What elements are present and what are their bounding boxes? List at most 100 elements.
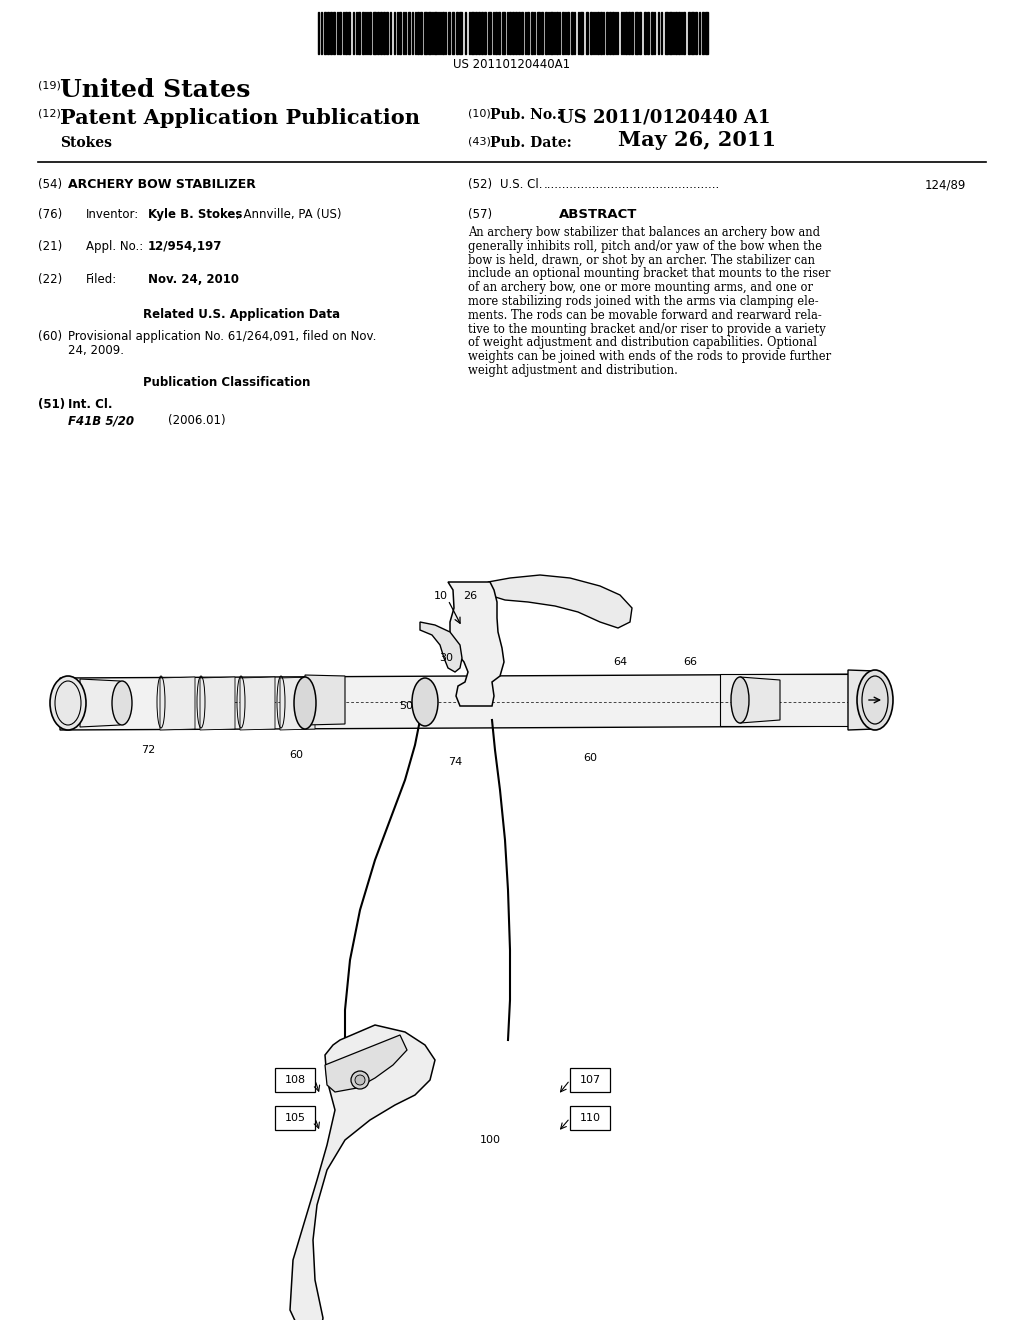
Bar xyxy=(432,12,433,54)
Bar xyxy=(333,12,335,54)
Bar xyxy=(424,12,427,54)
Bar xyxy=(518,12,520,54)
Bar xyxy=(688,12,690,54)
Bar xyxy=(343,12,344,54)
Text: (10): (10) xyxy=(468,108,490,117)
Bar xyxy=(679,12,680,54)
Bar xyxy=(567,12,568,54)
Bar xyxy=(324,12,326,54)
Polygon shape xyxy=(240,677,275,730)
Bar xyxy=(484,12,486,54)
Text: Inventor:: Inventor: xyxy=(86,209,139,220)
Bar xyxy=(438,12,439,54)
Text: Stokes: Stokes xyxy=(60,136,112,150)
Polygon shape xyxy=(720,675,850,726)
Bar xyxy=(597,12,599,54)
Text: Related U.S. Application Data: Related U.S. Application Data xyxy=(143,308,340,321)
Bar xyxy=(412,12,414,54)
Polygon shape xyxy=(305,675,345,725)
Bar xyxy=(442,12,443,54)
Text: 72: 72 xyxy=(141,744,155,755)
Bar xyxy=(614,12,615,54)
Bar xyxy=(480,12,483,54)
Bar xyxy=(658,12,659,54)
Bar xyxy=(605,12,607,54)
Text: US 20110120440A1: US 20110120440A1 xyxy=(454,58,570,71)
Bar xyxy=(644,12,646,54)
Text: of weight adjustment and distribution capabilities. Optional: of weight adjustment and distribution ca… xyxy=(468,337,817,350)
Bar xyxy=(651,12,653,54)
Bar xyxy=(681,12,682,54)
Bar xyxy=(673,12,675,54)
Bar xyxy=(355,12,357,54)
Bar xyxy=(691,12,693,54)
Bar xyxy=(390,12,391,54)
Text: ABSTRACT: ABSTRACT xyxy=(559,209,637,220)
Bar xyxy=(608,12,611,54)
Bar xyxy=(386,12,388,54)
Bar xyxy=(417,12,419,54)
Text: (22): (22) xyxy=(38,273,62,286)
Bar xyxy=(570,1068,610,1092)
Polygon shape xyxy=(60,675,880,730)
Bar xyxy=(502,12,505,54)
Text: 105: 105 xyxy=(285,1113,305,1123)
Bar xyxy=(415,12,416,54)
Bar xyxy=(591,12,592,54)
Text: Pub. Date:: Pub. Date: xyxy=(490,136,571,150)
Ellipse shape xyxy=(412,678,438,726)
Bar xyxy=(345,12,347,54)
Bar xyxy=(393,12,395,54)
Bar xyxy=(488,12,490,54)
Bar xyxy=(495,12,497,54)
Bar xyxy=(665,12,668,54)
Circle shape xyxy=(351,1071,369,1089)
Bar xyxy=(377,12,379,54)
Bar xyxy=(337,12,338,54)
Bar xyxy=(498,12,500,54)
Polygon shape xyxy=(488,576,632,628)
Text: Int. Cl.: Int. Cl. xyxy=(68,399,113,411)
Bar xyxy=(639,12,641,54)
Text: , Annville, PA (US): , Annville, PA (US) xyxy=(236,209,341,220)
Text: Patent Application Publication: Patent Application Publication xyxy=(60,108,420,128)
Bar xyxy=(478,12,479,54)
Bar xyxy=(593,12,594,54)
Text: bow is held, drawn, or shot by an archer. The stabilizer can: bow is held, drawn, or shot by an archer… xyxy=(468,253,815,267)
Polygon shape xyxy=(290,1026,435,1320)
Text: 26: 26 xyxy=(463,591,477,601)
Bar xyxy=(635,12,638,54)
Bar xyxy=(447,12,451,54)
Circle shape xyxy=(355,1074,365,1085)
Bar xyxy=(460,12,462,54)
Text: generally inhibits roll, pitch and/or yaw of the bow when the: generally inhibits roll, pitch and/or ya… xyxy=(468,240,822,253)
Text: 60: 60 xyxy=(289,750,303,760)
Bar xyxy=(453,12,455,54)
Bar xyxy=(570,1106,610,1130)
Text: An archery bow stabilizer that balances an archery bow and: An archery bow stabilizer that balances … xyxy=(468,226,820,239)
Text: (21): (21) xyxy=(38,240,62,253)
Bar xyxy=(631,12,633,54)
Text: 110: 110 xyxy=(580,1113,600,1123)
Text: 64: 64 xyxy=(613,657,627,667)
Bar xyxy=(554,12,555,54)
Text: more stabilizing rods joined with the arms via clamping ele-: more stabilizing rods joined with the ar… xyxy=(468,294,818,308)
Text: ARCHERY BOW STABILIZER: ARCHERY BOW STABILIZER xyxy=(68,178,256,191)
Bar xyxy=(653,12,655,54)
Text: include an optional mounting bracket that mounts to the riser: include an optional mounting bracket tha… xyxy=(468,268,830,280)
Bar xyxy=(616,12,618,54)
Bar xyxy=(534,12,535,54)
Bar xyxy=(428,12,431,54)
Text: 66: 66 xyxy=(683,657,697,667)
Text: Appl. No.:: Appl. No.: xyxy=(86,240,143,253)
Polygon shape xyxy=(420,622,462,672)
Bar xyxy=(440,12,441,54)
Text: 60: 60 xyxy=(583,752,597,763)
Bar xyxy=(706,12,708,54)
Bar xyxy=(475,12,476,54)
Text: 12/954,197: 12/954,197 xyxy=(148,240,222,253)
Bar xyxy=(515,12,516,54)
Bar xyxy=(694,12,697,54)
Text: ...............................................: ........................................… xyxy=(544,178,720,191)
Polygon shape xyxy=(325,1035,407,1092)
